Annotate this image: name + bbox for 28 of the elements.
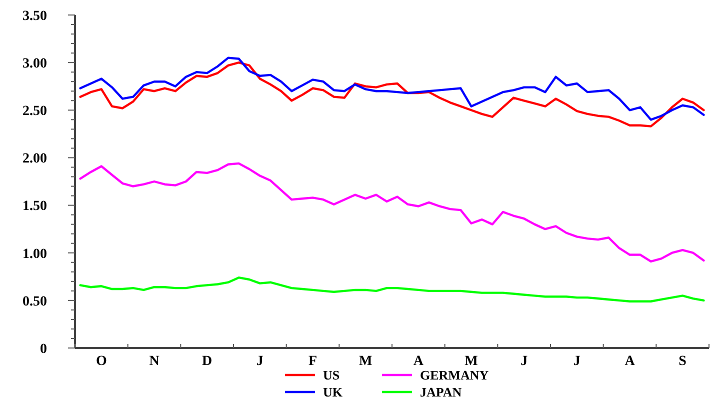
y-tick-label: 2.50 [22,104,47,120]
x-tick-label: S [678,354,687,369]
y-tick-label: 3.50 [22,8,47,24]
x-tick-label: N [149,354,160,369]
x-tick-label: F [308,354,318,369]
legend-label: UK [323,384,344,400]
legend-label: JAPAN [420,384,462,400]
x-tick-label: M [464,354,478,369]
x-tick-label: A [413,354,424,369]
line-series [79,61,705,128]
y-tick-label: 1.00 [22,246,47,262]
x-tick-label: O [96,354,107,369]
legend-label: GERMANY [420,368,490,383]
x-tick-label: J [573,354,580,369]
x-tick-label: J [520,354,528,369]
line-series [79,56,705,121]
y-tick-label: 3.00 [22,56,47,72]
y-tick-label: 1.50 [22,199,47,214]
x-tick-label: M [358,354,372,369]
legend-label: US [323,368,340,383]
line-series [79,276,705,302]
y-tick-label: 0 [40,342,47,357]
x-tick-label: A [624,354,636,369]
y-tick-label: 0.50 [22,294,47,310]
x-tick-label: D [202,354,212,369]
x-tick-label: J [256,354,264,369]
y-tick-label: 2.00 [22,152,47,167]
line-series [79,162,705,263]
